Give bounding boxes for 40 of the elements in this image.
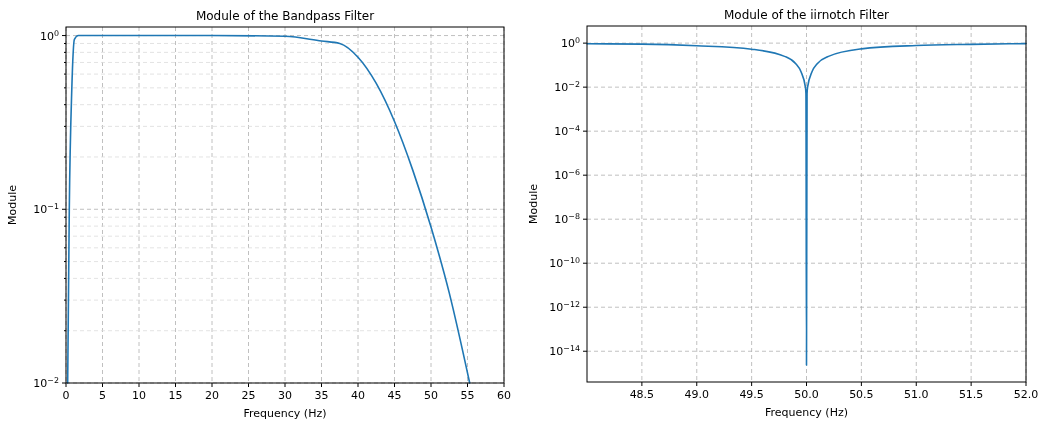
x-tick-label: 52.0: [1013, 388, 1039, 401]
y-tick-label: 10$^{−14}$: [549, 343, 580, 359]
line-series: [66, 34, 471, 384]
x-tick-label: 48.5: [629, 388, 655, 401]
x-tick-label: 25: [241, 389, 256, 402]
y-axis-title: Module: [527, 183, 540, 224]
x-tick-label: 0: [62, 389, 70, 402]
chart-title: Module of the Bandpass Filter: [195, 9, 375, 23]
x-tick-label: 30: [278, 389, 292, 402]
x-tick-label: 51.5: [958, 388, 984, 401]
x-tick-label: 60: [497, 389, 511, 402]
x-tick-label: 50.5: [849, 388, 874, 401]
x-tick-label: 10: [132, 389, 146, 402]
y-tick-label: 10$^{−2}$: [33, 375, 59, 390]
y-tick-label: 10$^{−4}$: [554, 123, 580, 139]
x-axis-title: Frequency (Hz): [243, 407, 327, 420]
line-series: [586, 42, 1027, 367]
x-tick-label: 35: [314, 389, 329, 402]
chart-title: Module of the iirnotch Filter: [723, 8, 890, 22]
y-tick-label: 10$^{−2}$: [554, 79, 580, 95]
y-tick-label: 10$^{−10}$: [549, 255, 580, 271]
x-tick-label: 20: [205, 389, 219, 402]
x-tick-label: 40: [351, 389, 365, 402]
x-axis-title: Frequency (Hz): [765, 406, 848, 419]
y-axis-title: Module: [6, 184, 19, 225]
x-tick-label: 50.0: [794, 388, 819, 401]
y-tick-label: 10$^{−8}$: [554, 211, 580, 227]
x-tick-label: 45: [387, 389, 402, 402]
x-tick-label: 51.0: [904, 388, 929, 401]
x-tick-label: 50: [424, 389, 438, 402]
y-tick-label: 10$^{−12}$: [549, 299, 580, 315]
x-tick-label: 5: [99, 389, 106, 402]
y-tick-label: 10$^{0}$: [560, 35, 580, 51]
x-tick-label: 49.5: [739, 388, 764, 401]
y-tick-label: 10$^{0}$: [39, 28, 59, 43]
y-tick-label: 10$^{−6}$: [554, 167, 580, 183]
x-tick-label: 55: [460, 389, 475, 402]
x-tick-label: 49.0: [684, 388, 709, 401]
x-tick-label: 15: [168, 389, 183, 402]
y-tick-label: 10$^{−1}$: [33, 201, 59, 217]
